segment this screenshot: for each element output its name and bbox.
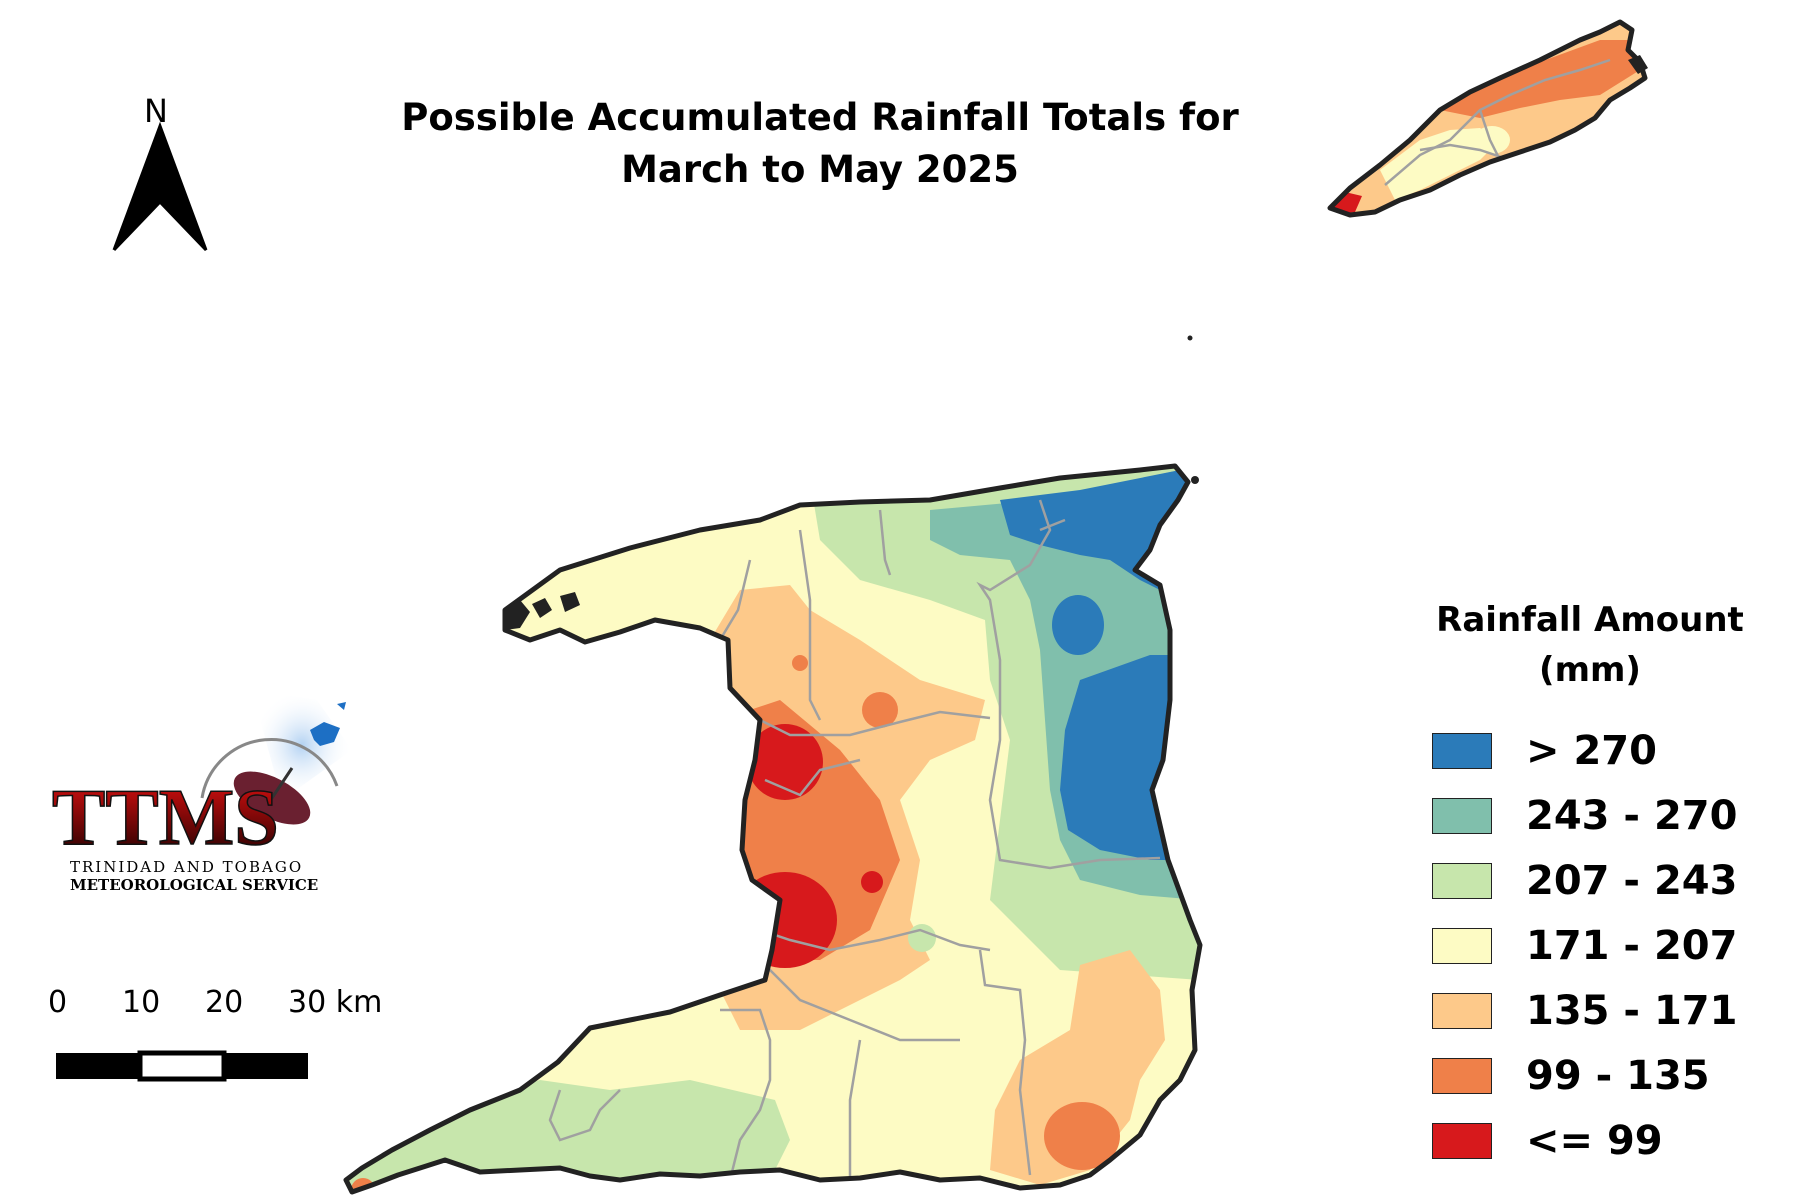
scale-bar-graphic (56, 1050, 308, 1082)
north-arrow: N (108, 92, 218, 262)
legend-swatch (1432, 1123, 1492, 1159)
legend-label: 171 - 207 (1526, 923, 1738, 969)
ttms-logo: TTMS TRINIDAD AND TOBAGO METEOROLOGICAL … (52, 690, 362, 900)
scale-label: 20 (205, 985, 244, 1020)
legend-label: 99 - 135 (1526, 1053, 1710, 1099)
legend-label: 135 - 171 (1526, 988, 1738, 1034)
tobago-roads (1384, 58, 1611, 186)
legend-label: > 270 (1526, 728, 1657, 774)
legend-title: Rainfall Amount (mm) (1425, 595, 1755, 695)
legend-swatch (1432, 798, 1492, 834)
logo-acronym: TTMS (52, 774, 279, 862)
legend-title-line-2: (mm) (1539, 650, 1641, 690)
trinidad-roads (548, 499, 1161, 1181)
north-arrow-icon (112, 121, 208, 252)
legend-swatch (1432, 928, 1492, 964)
legend-label: <= 99 (1526, 1118, 1663, 1164)
tobago-rainfall (1330, 22, 1645, 215)
logo-line-1: TRINIDAD AND TOBAGO (70, 858, 304, 876)
title-line-1: Possible Accumulated Rainfall Totals for (401, 96, 1239, 139)
legend-swatch (1432, 863, 1492, 899)
logo-line-2: METEOROLOGICAL SERVICE (70, 876, 319, 894)
map-title: Possible Accumulated Rainfall Totals for… (300, 92, 1340, 196)
scale-label: 0 (48, 985, 68, 1020)
legend-swatch (1432, 733, 1492, 769)
legend-title-line-1: Rainfall Amount (1436, 600, 1744, 640)
north-label: N (144, 92, 168, 130)
trinidad-rainfall (346, 466, 1200, 1192)
legend-label: 243 - 270 (1526, 793, 1738, 839)
legend-swatch (1432, 1058, 1492, 1094)
title-line-2: March to May 2025 (621, 148, 1019, 191)
tobago-islets (1187, 55, 1648, 341)
scale-bar: 0 10 20 30 km (40, 985, 400, 1095)
scale-label: 30 km (288, 985, 383, 1020)
legend-label: 207 - 243 (1526, 858, 1738, 904)
legend-swatch (1432, 993, 1492, 1029)
scale-label: 10 (122, 985, 161, 1020)
north-west-islands (505, 476, 1199, 630)
ttms-logo-graphic: TTMS (52, 690, 352, 863)
